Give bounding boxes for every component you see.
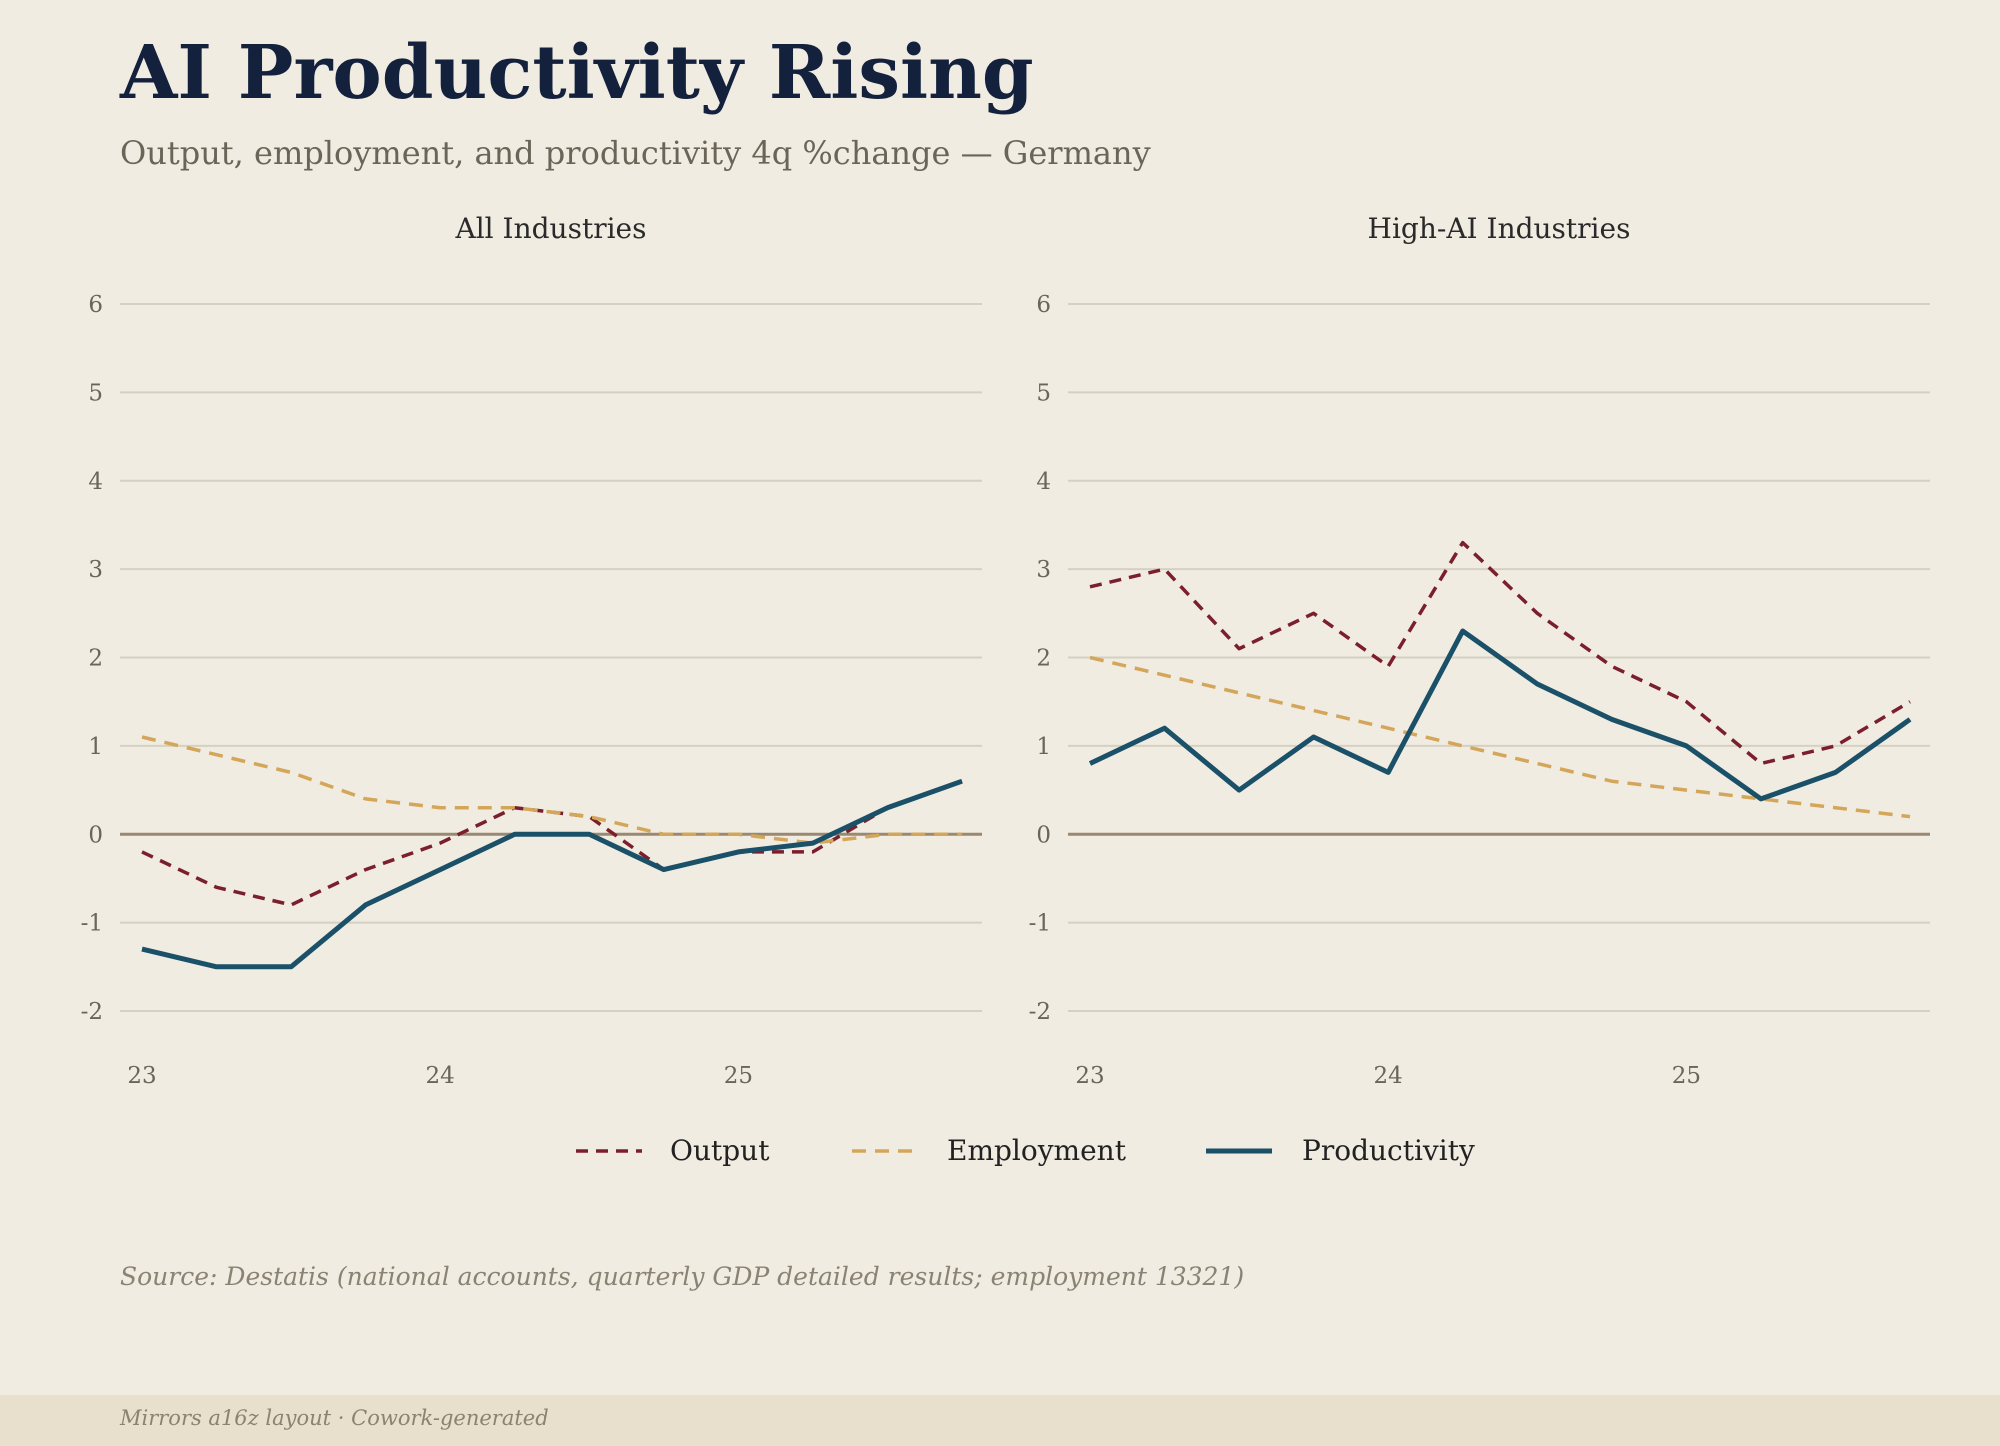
y-tick-label: 0 xyxy=(1036,822,1051,848)
y-tick-label: 6 xyxy=(1036,292,1051,318)
series-line-employment xyxy=(141,735,962,845)
y-tick-label: 3 xyxy=(88,557,103,583)
legend-label-output: Output xyxy=(670,1134,770,1167)
x-tick-label: 25 xyxy=(724,1063,753,1089)
series-line-employment xyxy=(1089,655,1911,819)
y-tick-label: 5 xyxy=(88,380,103,406)
y-tick-label: 4 xyxy=(1036,469,1051,495)
y-tick-label: -1 xyxy=(81,911,103,937)
chart-title: AI Productivity Rising xyxy=(120,30,1034,116)
panel-title: All Industries xyxy=(455,212,647,245)
y-tick-label: 6 xyxy=(88,292,103,318)
y-tick-label: -2 xyxy=(81,999,103,1025)
y-tick-label: 0 xyxy=(88,822,103,848)
y-tick-label: 5 xyxy=(1036,380,1051,406)
y-tick-label: -1 xyxy=(1029,911,1051,937)
series-line-productivity xyxy=(1088,628,1912,802)
chart-subtitle: Output, employment, and productivity 4q … xyxy=(120,134,1151,172)
x-tick-label: 24 xyxy=(1374,1063,1403,1089)
footer-bar: Mirrors a16z layout · Cowork-generated xyxy=(0,1395,2000,1446)
panel-title: High-AI Industries xyxy=(1368,212,1631,245)
y-tick-label: 2 xyxy=(88,646,103,672)
y-tick-label: 3 xyxy=(1036,557,1051,583)
source-note: Source: Destatis (national accounts, qua… xyxy=(120,1262,1245,1291)
x-tick-label: 23 xyxy=(127,1063,156,1089)
y-tick-label: 4 xyxy=(88,469,103,495)
y-tick-label: 1 xyxy=(88,734,103,760)
y-tick-label: 1 xyxy=(1036,734,1051,760)
series-line-productivity xyxy=(141,778,963,970)
panel-all-industries: All Industries 6 5 4 3 2 1 0 -1 -2 23 24 25 xyxy=(81,212,982,1089)
x-tick-label: 24 xyxy=(426,1063,455,1089)
series-line-output xyxy=(1089,540,1911,766)
legend: Output Employment Productivity xyxy=(576,1134,1475,1167)
footer-text: Mirrors a16z layout · Cowork-generated xyxy=(120,1406,549,1430)
x-tick-label: 25 xyxy=(1672,1063,1701,1089)
panel-high-ai-industries: High-AI Industries 6 5 4 3 2 1 0 -1 -2 23 24 25 xyxy=(1029,212,1930,1089)
legend-label-employment: Employment xyxy=(947,1134,1127,1167)
series-line-output xyxy=(141,779,963,907)
y-tick-label: -2 xyxy=(1029,999,1051,1025)
legend-label-productivity: Productivity xyxy=(1302,1134,1475,1167)
y-tick-label: 2 xyxy=(1036,646,1051,672)
x-tick-label: 23 xyxy=(1075,1063,1104,1089)
